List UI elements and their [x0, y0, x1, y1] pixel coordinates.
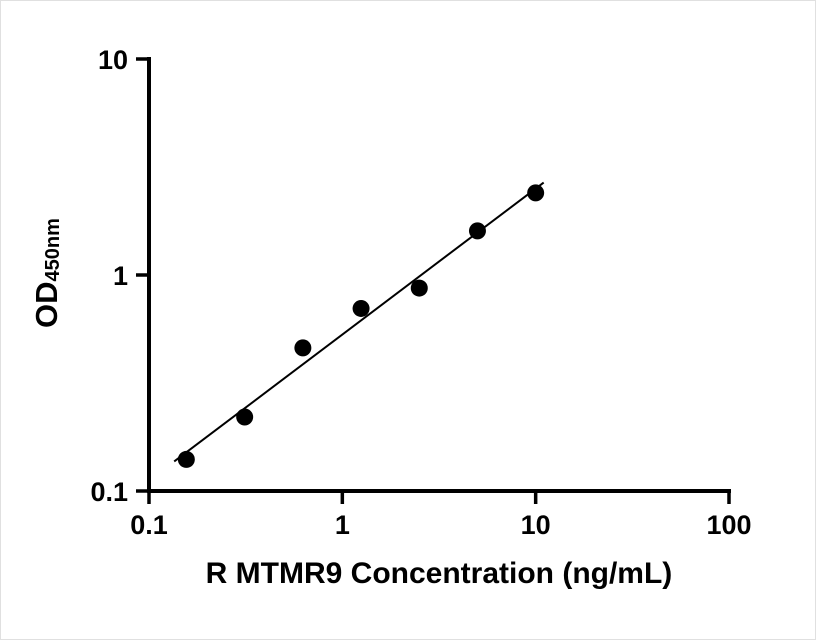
y-tick-label: 10	[98, 45, 128, 75]
y-tick-label: 0.1	[90, 477, 128, 507]
x-tick-label: 0.1	[130, 510, 168, 540]
data-point	[236, 408, 254, 426]
data-point	[352, 299, 370, 317]
x-tick-label: 10	[521, 510, 551, 540]
data-point	[410, 279, 428, 297]
y-axis-title: OD450nm	[29, 218, 65, 328]
x-tick-label: 100	[706, 510, 751, 540]
x-tick-label: 1	[335, 510, 350, 540]
data-point	[468, 222, 486, 240]
data-point	[527, 184, 545, 202]
data-point	[294, 339, 312, 357]
data-point	[177, 450, 195, 468]
y-axis-title-main: OD	[29, 281, 64, 328]
y-tick-label: 1	[113, 261, 128, 291]
x-axis-title: R MTMR9 Concentration (ng/mL)	[205, 557, 673, 590]
y-axis-title-subscript: 450nm	[42, 218, 64, 282]
trend-line	[173, 181, 545, 463]
